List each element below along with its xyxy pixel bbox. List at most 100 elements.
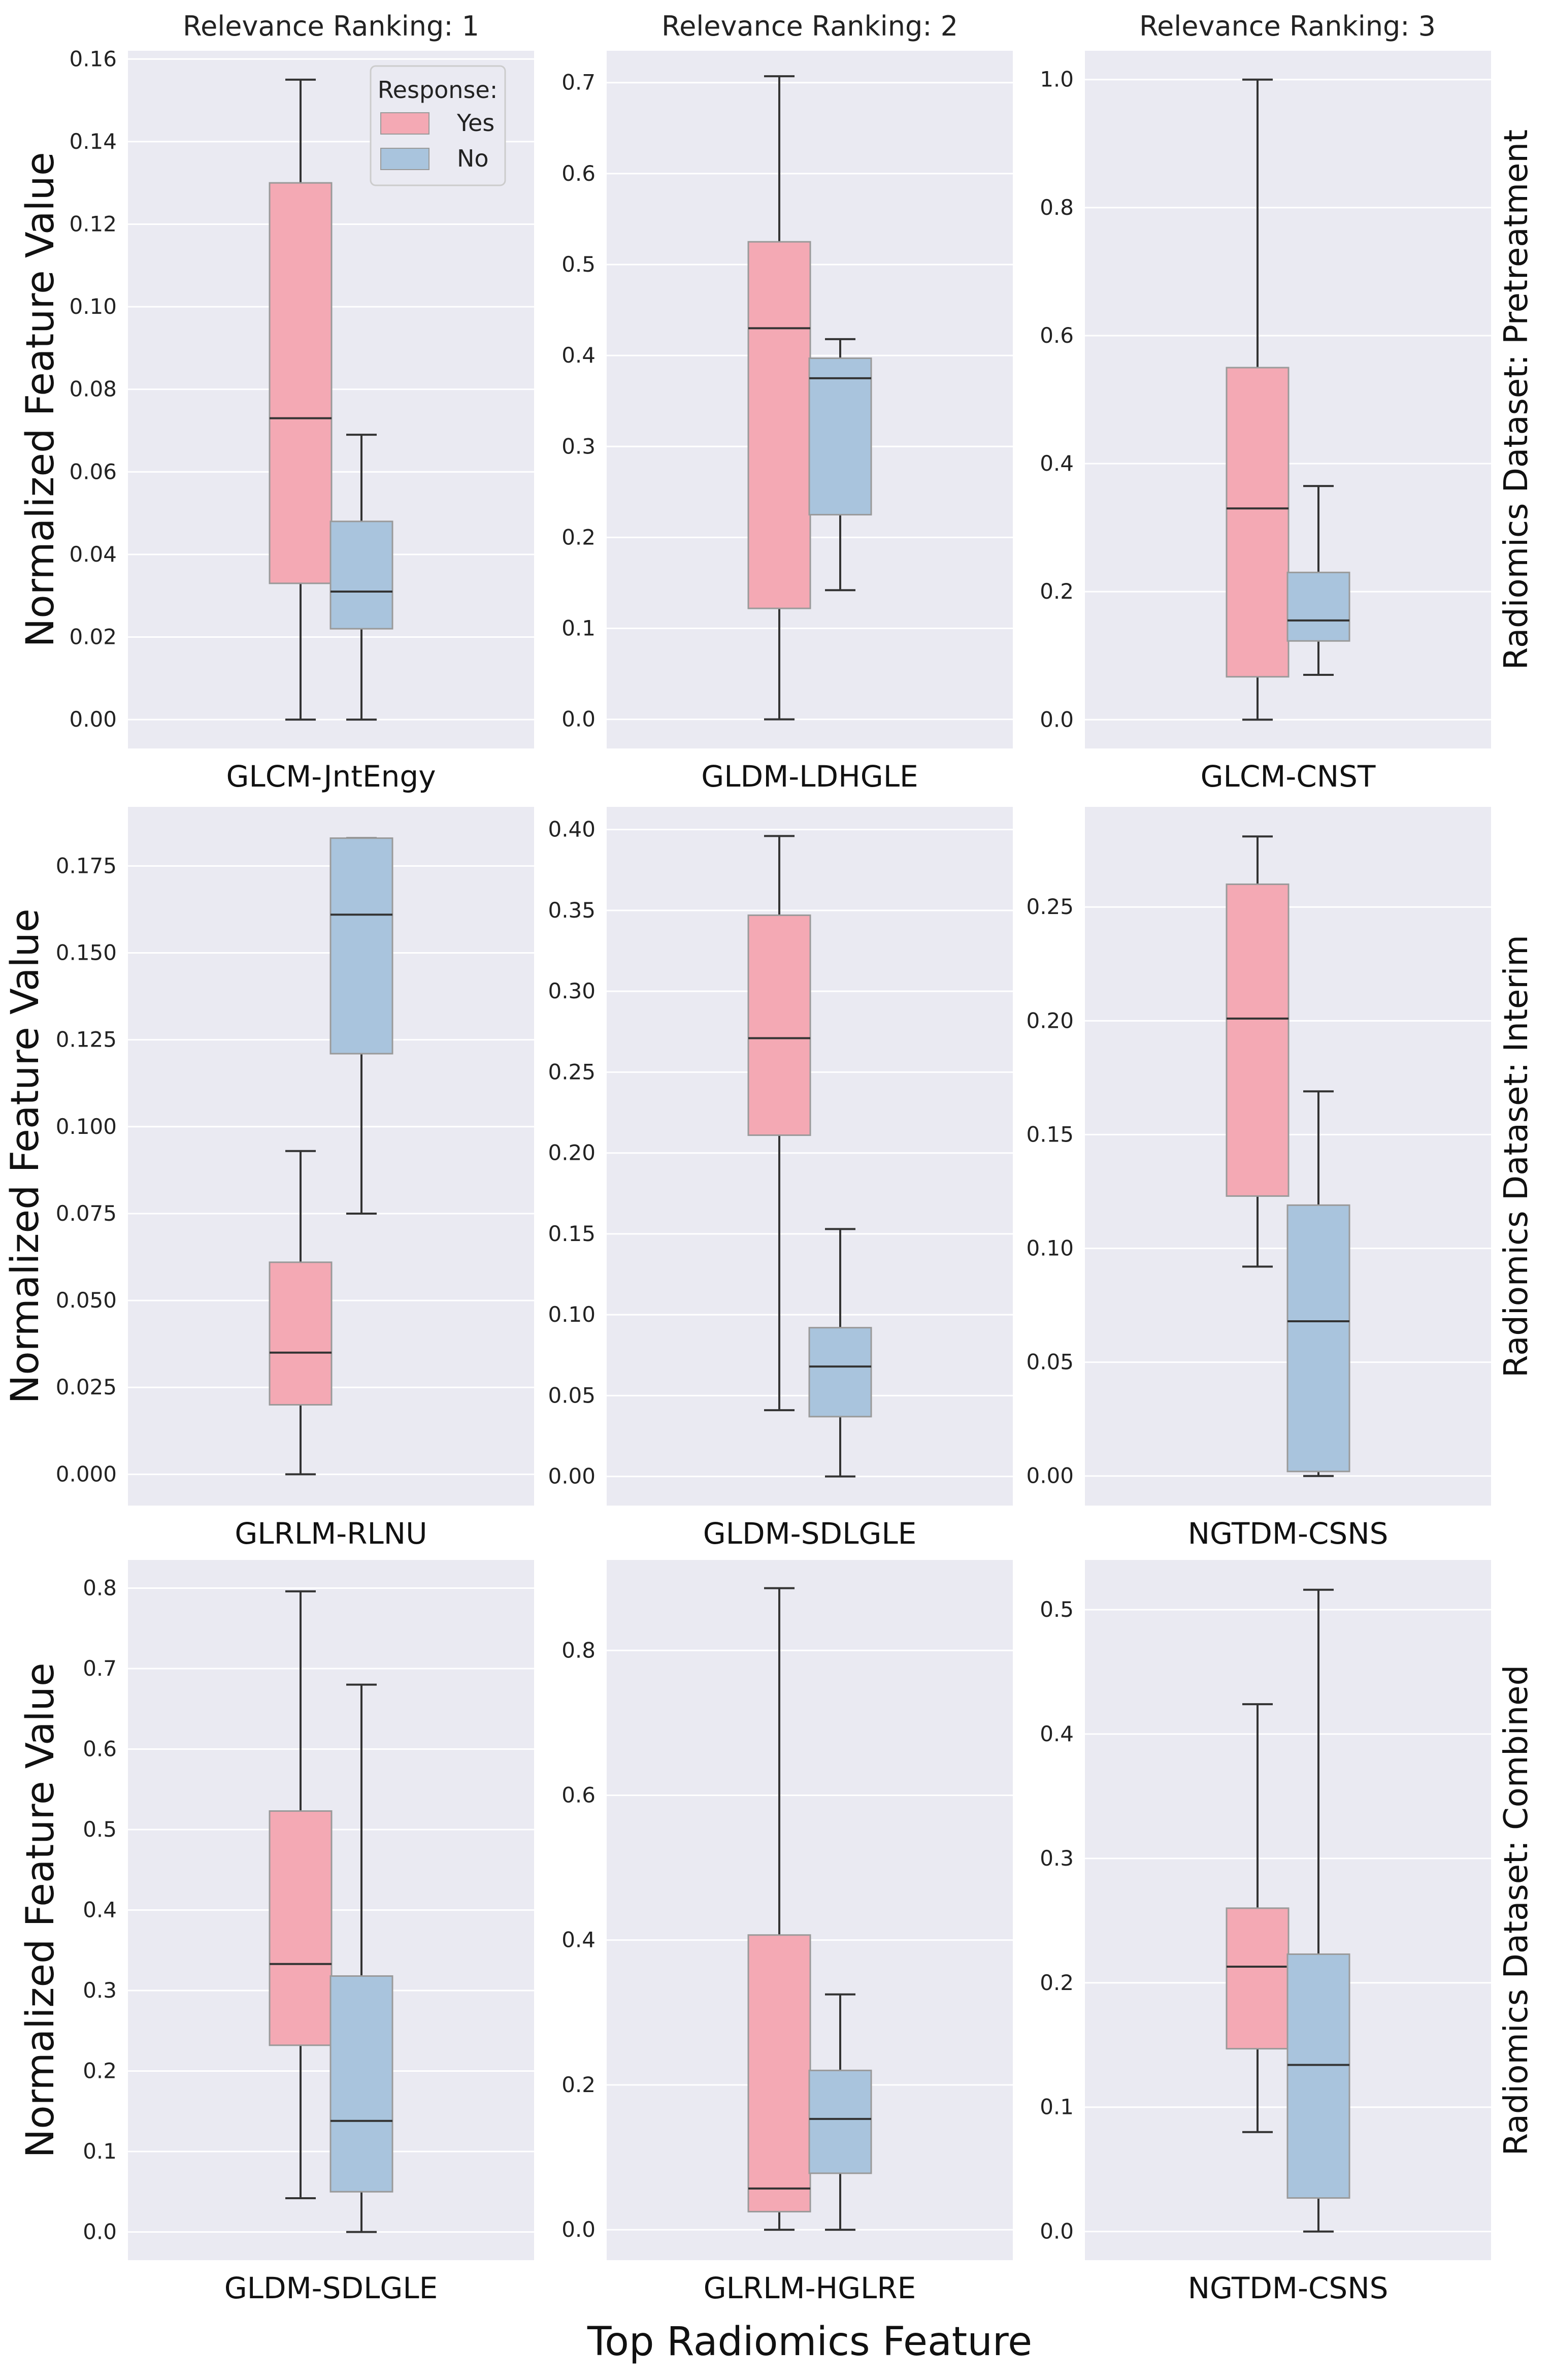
iqr-box (747, 914, 811, 1136)
y-tick-label: 0.4 (561, 1928, 596, 1952)
iqr-box (1286, 571, 1350, 642)
panel-grid: 0.00 0.02 0.04 0.06 0.08 0.10 0.12 0.14 0.16 GLCM… (56, 46, 1491, 2305)
panel-2-1: 0.000 0.025 0.050 0.075 0.100 0.125 0.150 0.175… (56, 807, 534, 1551)
y-tick-label: 0.150 (56, 940, 117, 965)
y-tick-label: 0.1 (561, 616, 596, 641)
feature-label: GLDM-LDHGLE (701, 759, 918, 794)
column-title-1: Relevance Ranking: 1 (183, 10, 479, 42)
iqr-box (329, 520, 393, 630)
y-tick-label: 0.05 (1026, 1350, 1074, 1375)
y-tick-label: 0.025 (56, 1375, 117, 1399)
iqr-box (329, 837, 393, 1055)
iqr-box (269, 182, 333, 584)
y-tick-label: 0.20 (548, 1140, 596, 1165)
box-yes (269, 1150, 333, 1476)
y-tick-label: 0.12 (69, 211, 117, 236)
y-tick-label: 0.08 (69, 377, 117, 402)
box-no (1286, 1588, 1350, 2233)
y-tick-label: 0.6 (83, 1736, 117, 1761)
y-tick-label: 0.20 (1026, 1008, 1074, 1033)
y-tick-label: 0.0 (1040, 707, 1074, 732)
y-tick-label: 0.6 (561, 161, 596, 186)
box-yes (747, 835, 811, 1412)
box-yes (269, 1590, 333, 2199)
y-tick-label: 0.175 (56, 853, 117, 878)
feature-label: GLDM-SDLGLE (703, 1516, 917, 1551)
row-title-3: Radiomics Dataset: Combined (1498, 1665, 1535, 2156)
y-tick-label: 0.3 (1040, 1846, 1074, 1871)
y-tick-label: 0.0 (561, 707, 596, 732)
box-yes (1226, 1703, 1290, 2133)
x-axis-title: Top Radiomics Feature (587, 2319, 1032, 2365)
y-tick-label: 0.0 (83, 2220, 117, 2244)
feature-label: GLDM-SDLGLE (224, 2271, 438, 2305)
y-tick-label: 0.00 (548, 1464, 596, 1489)
y-tick-label: 0.15 (548, 1221, 596, 1246)
y-tick-label: 0.3 (561, 434, 596, 459)
y-tick-label: 0.2 (1040, 579, 1074, 604)
y-tick-label: 0.6 (1040, 323, 1074, 348)
iqr-box (269, 1810, 333, 2046)
box-no (808, 338, 872, 592)
box-no (329, 434, 393, 721)
row-title-1: Radiomics Dataset: Pretreatment (1498, 129, 1535, 670)
feature-label: NGTDM-CSNS (1188, 2271, 1389, 2305)
y-tick-label: 0.10 (69, 294, 117, 319)
y-tick-label: 0.4 (83, 1898, 117, 1922)
row-titles: Radiomics Dataset: Pretreatment Radiomic… (1498, 129, 1535, 2156)
y-tick-label: 0.4 (1040, 451, 1074, 476)
y-axis-title-row-3: Normalized Feature Value (17, 1662, 62, 2158)
y-axis-titles: Normalized Feature Value Normalized Feat… (2, 152, 62, 2158)
legend-label-yes: Yes (456, 109, 494, 137)
y-tick-label: 0.00 (69, 707, 117, 732)
iqr-box (747, 1934, 811, 2212)
y-tick-label: 0.10 (548, 1302, 596, 1327)
y-tick-label: 0.050 (56, 1288, 117, 1313)
panel-1-2: 0.0 0.1 0.2 0.3 0.4 0.5 0.6 0.7 GLDM-LDHGLE (561, 51, 1013, 794)
iqr-box (747, 241, 811, 609)
y-tick-label: 1.0 (1040, 67, 1074, 92)
y-tick-label: 0.02 (69, 624, 117, 649)
panel-2-3: 0.00 0.05 0.10 0.15 0.20 0.25 NGTDM-CSNS (1026, 807, 1491, 1551)
y-tick-label: 0.2 (561, 525, 596, 549)
y-tick-label: 0.1 (83, 2139, 117, 2164)
y-tick-label: 0.6 (561, 1782, 596, 1807)
box-yes (747, 1587, 811, 2231)
panel-3-3: 0.0 0.1 0.2 0.3 0.4 0.5 NGTDM-CSNS (1040, 1560, 1491, 2305)
y-tick-label: 0.30 (548, 979, 596, 1003)
panel-1-1: 0.00 0.02 0.04 0.06 0.08 0.10 0.12 0.14 0.16 GLCM… (69, 46, 534, 794)
y-tick-label: 0.2 (83, 2059, 117, 2083)
legend: Response: Yes No (370, 65, 506, 186)
legend-swatch-yes (380, 112, 429, 135)
box-no (329, 1683, 393, 2233)
y-tick-label: 0.04 (69, 542, 117, 567)
box-yes (1226, 78, 1290, 721)
legend-title: Response: (378, 76, 498, 104)
box-no (808, 1993, 872, 2231)
y-tick-label: 0.7 (561, 70, 596, 95)
box-yes (747, 75, 811, 721)
box-yes (269, 78, 333, 721)
feature-label: GLRLM-RLNU (235, 1516, 427, 1551)
column-title-2: Relevance Ranking: 2 (662, 10, 958, 42)
panel-3-1: 0.0 0.1 0.2 0.3 0.4 0.5 0.6 0.7 0.8 GLDM-SDLGLE (83, 1560, 534, 2305)
iqr-box (808, 1327, 872, 1418)
legend-label-no: No (457, 145, 489, 172)
box-no (329, 837, 393, 1215)
iqr-box (1226, 883, 1290, 1197)
iqr-box (329, 1975, 393, 2193)
y-tick-label: 0.4 (561, 343, 596, 368)
iqr-box (1286, 1953, 1350, 2199)
feature-label: GLCM-JntEngy (226, 759, 436, 794)
y-tick-label: 0.2 (561, 2072, 596, 2097)
iqr-box (1226, 367, 1290, 678)
box-no (1286, 485, 1350, 676)
iqr-box (269, 1261, 333, 1406)
feature-label: GLRLM-HGLRE (704, 2271, 916, 2305)
y-tick-label: 0.8 (83, 1575, 117, 1600)
y-tick-label: 0.4 (1040, 1721, 1074, 1746)
y-tick-label: 0.06 (69, 459, 117, 484)
iqr-box (1286, 1204, 1350, 1473)
feature-label: NGTDM-CSNS (1188, 1516, 1389, 1551)
